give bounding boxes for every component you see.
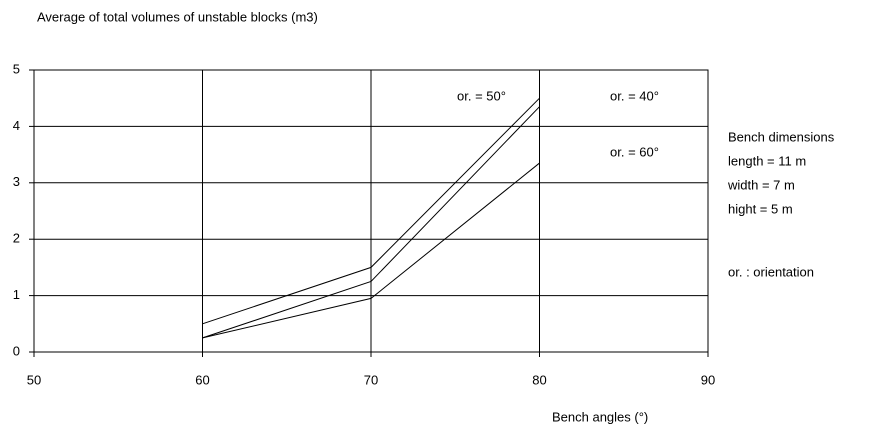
series-line	[202, 106, 540, 339]
y-tick-label: 1	[13, 287, 20, 302]
annotation: hight = 5 m	[728, 201, 793, 216]
x-tick-label: 80	[532, 372, 546, 387]
y-tick-label: 3	[13, 174, 20, 189]
series-line	[202, 162, 540, 339]
y-tick-label: 4	[13, 118, 20, 133]
y-tick-label: 0	[13, 343, 20, 358]
x-tick-label: 50	[27, 372, 41, 387]
x-tick-label: 60	[195, 372, 209, 387]
series-line	[202, 97, 540, 325]
x-tick-label: 90	[701, 372, 715, 387]
series-label: or. = 40°	[610, 88, 659, 103]
annotation: or. : orientation	[728, 264, 814, 279]
x-tick-label: 70	[364, 372, 378, 387]
annotation: length = 11 m	[728, 153, 806, 168]
x-axis-label: Bench angles (°)	[552, 409, 648, 424]
series-label: or. = 50°	[457, 88, 506, 103]
y-tick-label: 2	[13, 231, 20, 246]
series-label: or. = 60°	[610, 144, 659, 159]
y-tick-label: 5	[13, 61, 20, 76]
annotation: width = 7 m	[727, 177, 795, 192]
annotation: Bench dimensions	[728, 129, 835, 144]
chart-title: Average of total volumes of unstable blo…	[37, 9, 318, 24]
